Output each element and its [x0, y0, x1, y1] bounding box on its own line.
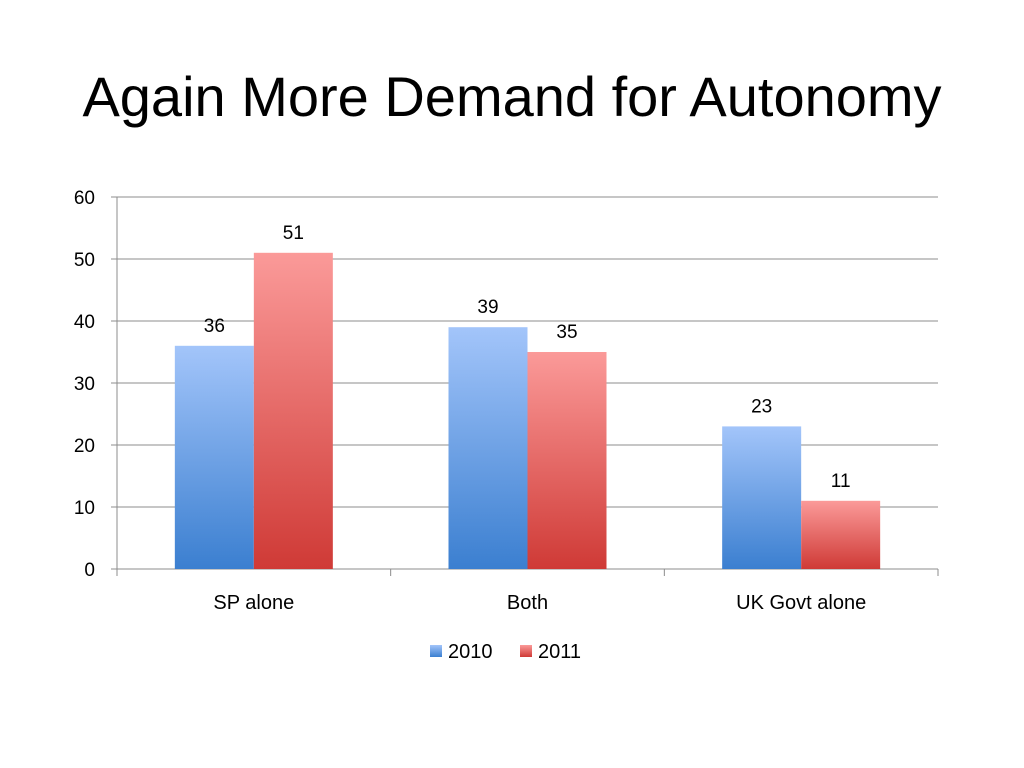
legend-swatch — [520, 645, 532, 657]
legend-swatch — [430, 645, 442, 657]
x-category-label: SP alone — [213, 592, 294, 614]
data-label: 51 — [283, 223, 304, 244]
x-category-label: UK Govt alone — [736, 592, 866, 614]
y-tick-label: 60 — [74, 188, 95, 209]
x-category-label: Both — [507, 592, 548, 614]
labels: 36 51 SP alone 39 35 Both 23 11 UK Govt alone — [204, 223, 866, 614]
y-tick-label: 20 — [74, 436, 95, 457]
data-label: 11 — [831, 471, 851, 492]
slide-title: Again More Demand for Autonomy — [82, 65, 942, 128]
bars — [174, 252, 881, 570]
bar — [801, 500, 881, 569]
data-label: 36 — [204, 316, 225, 337]
bar — [722, 426, 802, 569]
data-label: 35 — [556, 322, 577, 343]
legend-label: 2010 — [448, 641, 493, 663]
legend: 2010 2011 — [430, 641, 581, 663]
y-tick-label: 10 — [74, 498, 95, 519]
legend-label: 2011 — [538, 641, 581, 663]
y-tick-label: 40 — [74, 312, 95, 333]
y-tick-label: 30 — [74, 374, 95, 395]
bar — [527, 352, 607, 569]
data-label: 39 — [477, 297, 498, 318]
y-tick-label: 0 — [84, 560, 95, 581]
bar — [253, 252, 333, 570]
data-label: 23 — [751, 396, 772, 417]
bar — [174, 345, 254, 569]
y-tick-label: 50 — [74, 250, 95, 271]
bar — [448, 327, 528, 569]
